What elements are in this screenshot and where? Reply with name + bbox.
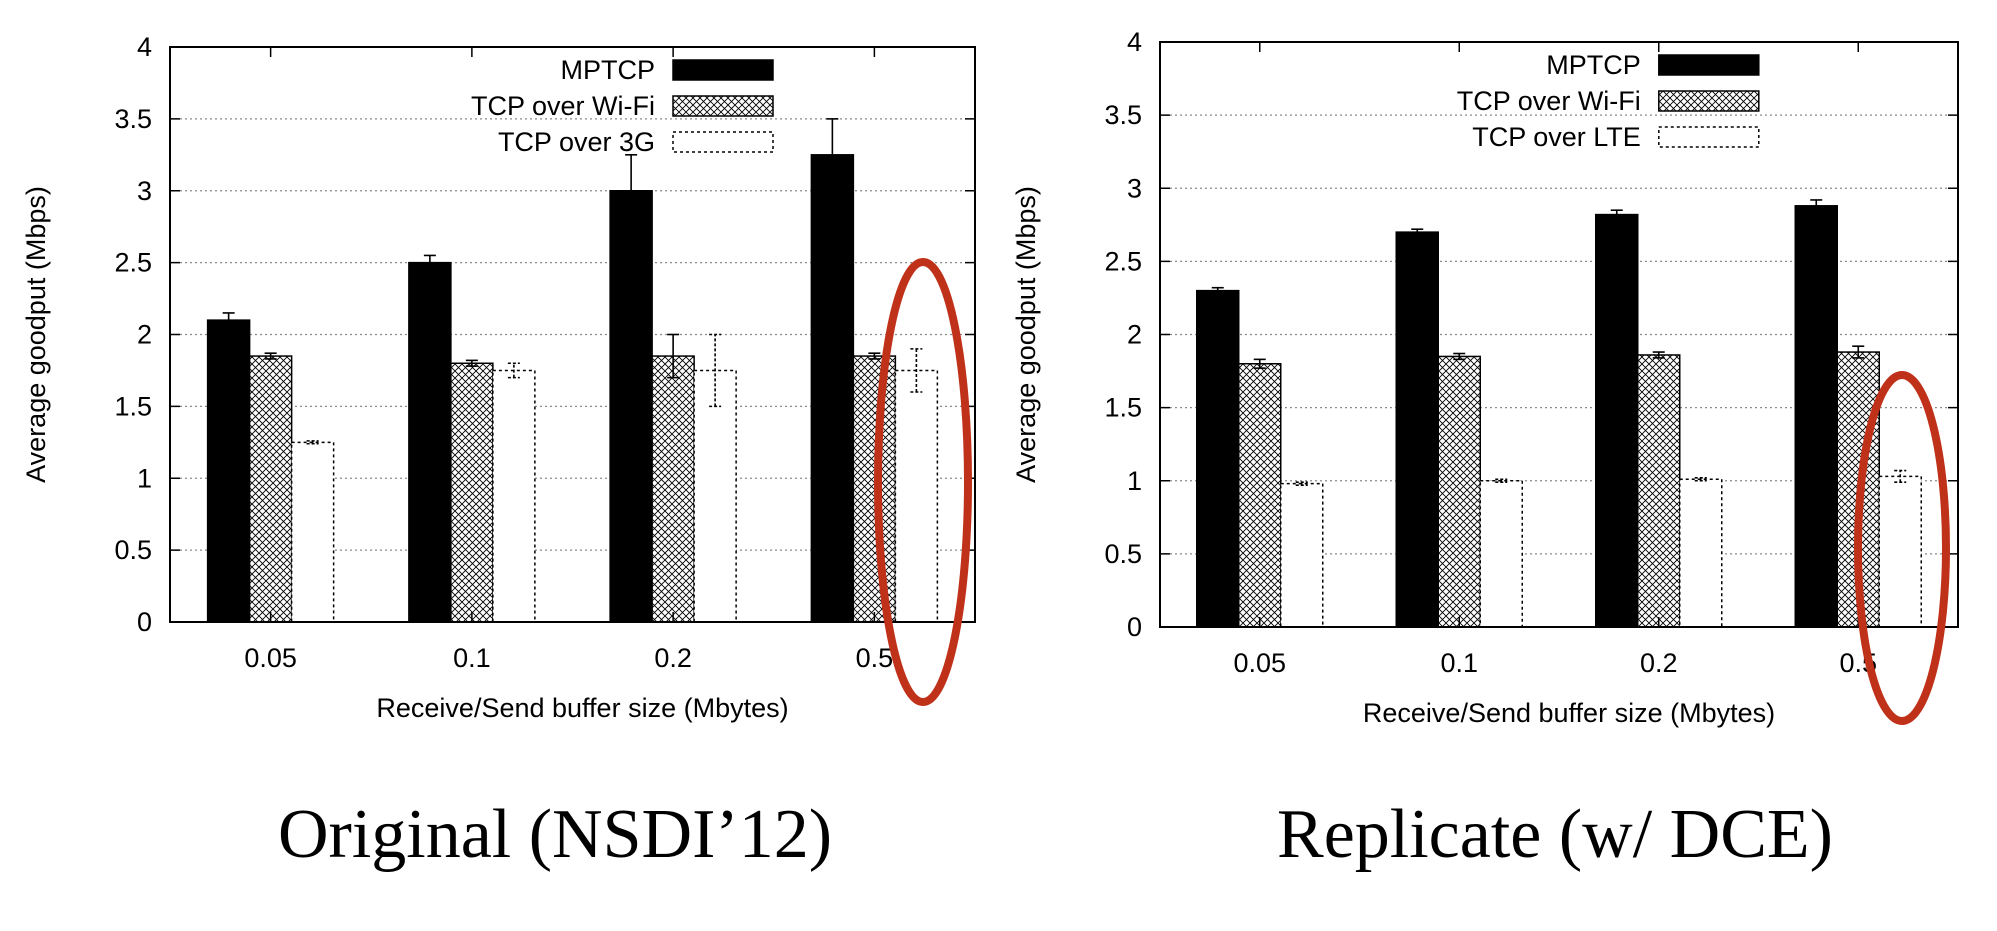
bar-dotted-outline — [1280, 482, 1324, 628]
legend-label: TCP over Wi-Fi — [471, 91, 655, 121]
bar-crosshatch — [651, 355, 695, 623]
x-tick-label: 0.2 — [1640, 648, 1678, 678]
chart-svg: 0 0.5 1 1.5 2 2.5 3 3.5 4 0.05 0.1 0.2 0.5 MPTCP TCP o… — [21, 32, 976, 723]
y-tick-label: 3 — [1127, 173, 1142, 203]
x-tick-label: 0.05 — [244, 643, 297, 673]
legend-label: TCP over LTE — [1472, 122, 1641, 152]
y-tick-label: 3 — [137, 176, 152, 206]
legend-label: MPTCP — [1546, 50, 1641, 80]
legend-swatch — [1658, 90, 1760, 112]
legend-swatch — [672, 95, 774, 117]
bar-solid — [206, 319, 251, 623]
y-tick-label: 0.5 — [114, 535, 152, 565]
bar-solid — [1595, 213, 1639, 628]
bar-dotted-outline — [290, 441, 335, 623]
caption-replicate: Replicate (w/ DCE) — [1277, 796, 1833, 873]
chart-original: 0 0.5 1 1.5 2 2.5 3 3.5 4 0.05 0.1 0.2 0.5 MPTCP TCP o… — [0, 0, 998, 931]
y-tick-label: 2 — [1127, 320, 1142, 350]
legend-swatch — [1658, 54, 1760, 76]
legend-label: MPTCP — [561, 55, 656, 85]
legend-swatch — [672, 131, 774, 153]
y-tick-label: 2.5 — [1104, 246, 1142, 276]
y-tick-label: 1 — [137, 463, 152, 493]
bar-dotted-outline — [1878, 475, 1922, 628]
bar-dotted-outline — [492, 369, 536, 623]
plot-frame — [169, 46, 976, 623]
bar-solid — [810, 154, 855, 623]
x-tick-label: 0.05 — [1233, 648, 1286, 678]
y-tick-label: 4 — [137, 32, 152, 62]
bar-dotted-outline — [894, 369, 939, 623]
x-tick-label: 0.1 — [1440, 648, 1478, 678]
y-tick-label: 0 — [1127, 612, 1142, 642]
bar-crosshatch — [1238, 363, 1282, 628]
legend-swatch — [672, 59, 774, 81]
bar-crosshatch — [1637, 354, 1681, 628]
plot-frame — [1159, 41, 1959, 628]
highlight-ellipse — [874, 258, 972, 706]
bar-dotted-outline — [693, 369, 737, 623]
y-tick-label: 2 — [137, 320, 152, 350]
y-tick-label: 3.5 — [1104, 100, 1142, 130]
x-tick-label: 0.5 — [856, 643, 894, 673]
y-tick-label: 1.5 — [114, 391, 152, 421]
caption-original: Original (NSDI’12) — [277, 796, 833, 873]
x-tick-label: 0.1 — [453, 643, 491, 673]
chart-replicate: 0 0.5 1 1.5 2 2.5 3 3.5 4 0.05 0.1 0.2 0.5 MPTCP TCP o… — [998, 0, 1997, 931]
x-tick-label: 0.2 — [654, 643, 692, 673]
y-tick-label: 1.5 — [1104, 393, 1142, 423]
y-axis-label: Average goodput (Mbps) — [21, 186, 51, 483]
x-axis-label: Receive/Send buffer size (Mbytes) — [1363, 698, 1775, 728]
legend-label: TCP over Wi-Fi — [1457, 86, 1641, 116]
bar-solid — [1395, 231, 1439, 628]
y-tick-label: 2.5 — [114, 248, 152, 278]
bar-solid — [609, 190, 653, 623]
y-axis-label: Average goodput (Mbps) — [1011, 186, 1041, 483]
bar-crosshatch — [450, 362, 494, 623]
bar-crosshatch — [248, 355, 293, 623]
bar-dotted-outline — [1679, 478, 1723, 628]
bar-crosshatch — [1437, 355, 1481, 628]
bar-dotted-outline — [1479, 480, 1523, 628]
y-tick-label: 0 — [137, 607, 152, 637]
bar-solid — [408, 261, 452, 623]
y-tick-label: 1 — [1127, 466, 1142, 496]
y-tick-label: 4 — [1127, 27, 1142, 57]
highlight-ellipse — [1854, 371, 1950, 725]
bar-solid — [1196, 289, 1240, 628]
bar-solid — [1794, 205, 1838, 628]
y-tick-label: 3.5 — [114, 104, 152, 134]
y-tick-label: 0.5 — [1104, 539, 1142, 569]
legend-label: TCP over 3G — [498, 127, 655, 157]
x-axis-label: Receive/Send buffer size (Mbytes) — [376, 693, 788, 723]
legend-swatch — [1658, 126, 1760, 148]
